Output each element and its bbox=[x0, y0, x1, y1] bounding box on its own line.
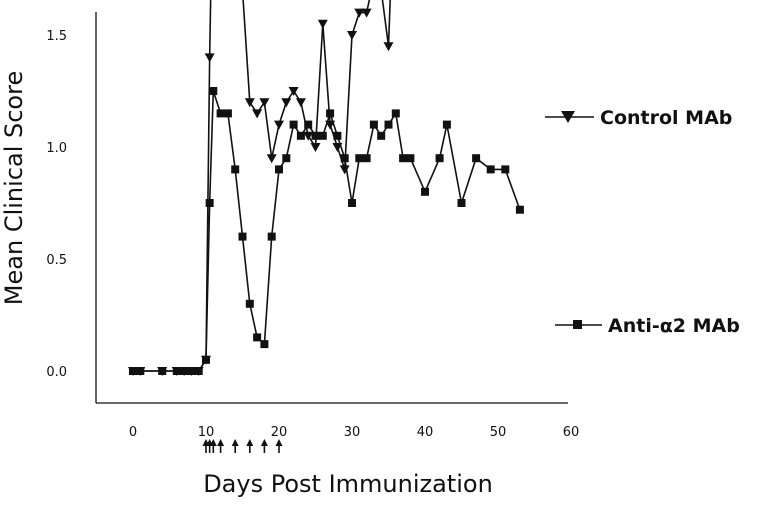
y-tick-labels: 0.00.51.01.52.02.53.0 bbox=[46, 0, 67, 380]
data-point bbox=[472, 154, 480, 162]
data-point bbox=[209, 87, 217, 95]
data-point bbox=[312, 132, 320, 140]
data-point bbox=[274, 121, 284, 130]
data-point bbox=[311, 143, 321, 152]
data-point bbox=[443, 121, 451, 129]
injection-arrow bbox=[261, 439, 268, 453]
data-point bbox=[363, 154, 371, 162]
data-point bbox=[158, 367, 166, 375]
data-point bbox=[282, 154, 290, 162]
data-point bbox=[399, 154, 407, 162]
x-tick-label: 40 bbox=[417, 425, 434, 440]
data-point bbox=[385, 121, 393, 129]
y-tick-label: 1.5 bbox=[46, 29, 67, 44]
data-point bbox=[281, 98, 291, 107]
data-point bbox=[239, 233, 247, 241]
data-point bbox=[406, 154, 414, 162]
data-point bbox=[205, 53, 215, 62]
data-point bbox=[333, 132, 341, 140]
y-tick-label: 1.0 bbox=[46, 141, 67, 156]
data-point bbox=[319, 132, 327, 140]
data-point bbox=[355, 154, 363, 162]
data-point bbox=[260, 340, 268, 348]
data-point bbox=[267, 154, 277, 163]
data-point bbox=[195, 367, 203, 375]
y-axis-title: Mean Clinical Score bbox=[0, 71, 28, 305]
data-point bbox=[501, 165, 509, 173]
series-anti-a2-mab bbox=[129, 87, 524, 375]
data-point bbox=[304, 121, 312, 129]
data-point bbox=[377, 132, 385, 140]
data-point bbox=[246, 300, 254, 308]
data-point bbox=[253, 333, 261, 341]
data-point bbox=[129, 367, 137, 375]
data-point bbox=[217, 109, 225, 117]
x-tick-label: 50 bbox=[490, 425, 507, 440]
series-group bbox=[128, 0, 525, 376]
injection-arrow bbox=[210, 439, 217, 453]
data-point bbox=[289, 87, 299, 96]
data-point bbox=[318, 20, 328, 29]
data-point bbox=[341, 154, 349, 162]
x-tick-labels: 0 10 20 30 40 50 60 bbox=[129, 425, 579, 440]
x-tick-label: 20 bbox=[271, 425, 288, 440]
legend: Control MAb Anti-α2 MAb bbox=[545, 107, 740, 337]
data-point bbox=[259, 98, 269, 107]
legend-label-control: Control MAb bbox=[600, 107, 732, 129]
data-point bbox=[421, 188, 429, 196]
series-control-mab bbox=[128, 0, 525, 376]
y-tick-label: 0.5 bbox=[46, 253, 67, 268]
injection-arrow bbox=[232, 439, 239, 453]
x-tick-label: 60 bbox=[563, 425, 580, 440]
data-point bbox=[458, 199, 466, 207]
data-point bbox=[252, 109, 262, 118]
data-point bbox=[224, 109, 232, 117]
injection-arrow bbox=[246, 439, 253, 453]
legend-label-anti: Anti-α2 MAb bbox=[608, 315, 740, 337]
data-point bbox=[296, 98, 306, 107]
data-point bbox=[340, 165, 350, 174]
series-line bbox=[133, 0, 520, 371]
y-tick-label: 0.0 bbox=[46, 365, 67, 380]
data-point bbox=[392, 109, 400, 117]
data-point bbox=[245, 98, 255, 107]
x-tick-label: 0 bbox=[129, 425, 137, 440]
data-point bbox=[487, 165, 495, 173]
injection-arrow bbox=[276, 439, 283, 453]
injection-arrow bbox=[217, 439, 224, 453]
legend-marker-anti bbox=[573, 320, 582, 329]
data-point bbox=[384, 42, 394, 51]
data-point bbox=[180, 367, 188, 375]
data-point bbox=[206, 199, 214, 207]
data-point bbox=[187, 367, 195, 375]
data-point bbox=[202, 356, 210, 364]
data-point bbox=[347, 31, 357, 40]
data-point bbox=[136, 367, 144, 375]
data-point bbox=[173, 367, 181, 375]
x-tick-label: 30 bbox=[344, 425, 361, 440]
axes bbox=[96, 12, 568, 403]
x-axis-title: Days Post Immunization bbox=[203, 470, 493, 498]
x-tick-label: 10 bbox=[198, 425, 215, 440]
data-point bbox=[436, 154, 444, 162]
injection-arrows bbox=[203, 439, 283, 453]
data-point bbox=[297, 132, 305, 140]
data-point bbox=[348, 199, 356, 207]
data-point bbox=[268, 233, 276, 241]
data-point bbox=[290, 121, 298, 129]
data-point bbox=[231, 165, 239, 173]
data-point bbox=[326, 109, 334, 117]
data-point bbox=[370, 121, 378, 129]
data-point bbox=[516, 206, 524, 214]
data-point bbox=[275, 165, 283, 173]
